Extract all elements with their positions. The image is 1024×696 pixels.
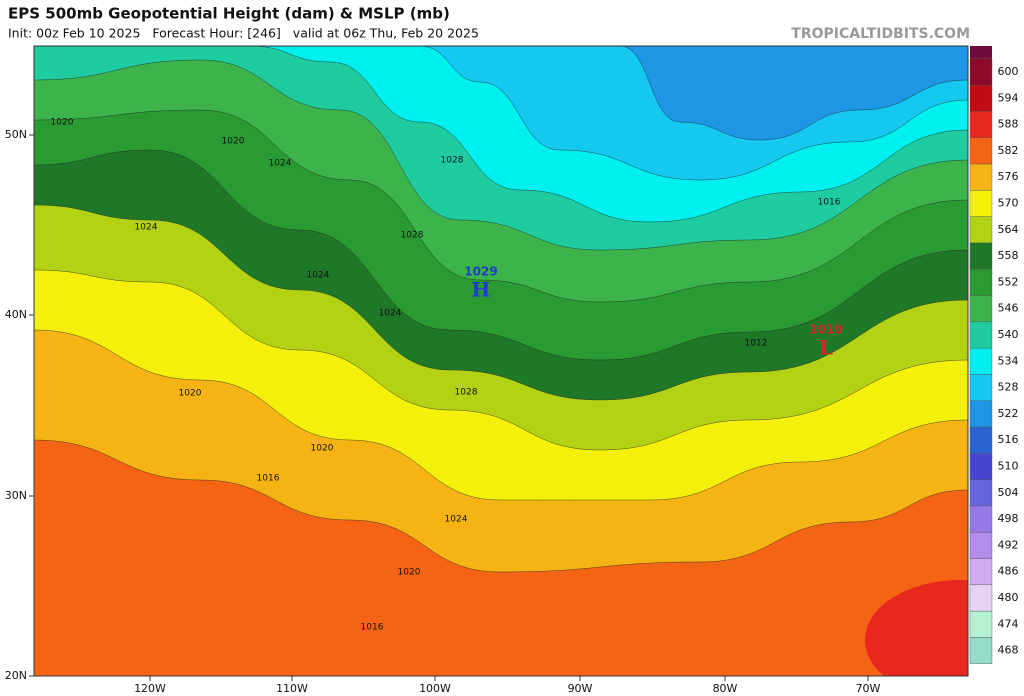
isobar-label: 1020 [179, 389, 202, 399]
colorbar-cell [969, 426, 993, 454]
isobar-label: 1024 [445, 515, 468, 525]
colorbar-cell [969, 479, 993, 507]
colorbar-cell [969, 295, 993, 323]
colorbar-label: 564 [998, 223, 1019, 236]
isobar-label: 1020 [398, 568, 421, 578]
isobar-label: 1012 [745, 339, 768, 349]
colorbar-label: 528 [998, 381, 1019, 394]
isobar-label: 1024 [269, 159, 292, 169]
colorbar-cap [970, 46, 992, 59]
lon-label: 80W [713, 682, 738, 695]
isobar-label: 1016 [257, 474, 280, 484]
colorbar-cell [969, 137, 993, 165]
pressure-center: L [819, 336, 833, 360]
colorbar-cell [969, 321, 993, 349]
lon-label: 70W [856, 682, 881, 695]
colorbar-label: 552 [998, 275, 1019, 288]
colorbar-cell [969, 374, 993, 401]
isobar-label: 1028 [441, 156, 464, 166]
colorbar-cell [969, 190, 993, 217]
isobar-label: 1028 [401, 231, 424, 241]
colorbar-label: 486 [998, 565, 1019, 578]
colorbar-cell [969, 610, 993, 638]
isobar-label: 1020 [311, 444, 334, 454]
colorbar-label: 510 [998, 460, 1019, 473]
colorbar-label: 480 [998, 591, 1019, 604]
pressure-value: 1010 [809, 323, 842, 337]
pressure-center: H [472, 278, 491, 302]
colorbar-cell [969, 163, 993, 191]
colorbar-cell [969, 400, 993, 428]
lon-label: 100W [419, 682, 451, 695]
isobar-label: 1024 [135, 223, 158, 233]
height-field [34, 46, 968, 676]
colorbar-cell [969, 216, 993, 244]
band [619, 46, 968, 141]
colorbar-label: 594 [998, 91, 1019, 104]
isobar-label: 1024 [307, 271, 330, 281]
colorbar-cell [969, 269, 993, 296]
colorbar-label: 570 [998, 197, 1019, 210]
colorbar-cell [969, 347, 993, 375]
colorbar-label: 468 [998, 644, 1019, 657]
isobar-label: 1016 [818, 198, 841, 208]
colorbar-label: 576 [998, 170, 1019, 183]
colorbar-cell [969, 532, 993, 559]
source: TROPICALTIDBITS.COM [791, 26, 970, 42]
colorbar-label: 516 [998, 433, 1019, 446]
lat-label: 30N [5, 489, 27, 502]
lat-label: 50N [5, 128, 27, 141]
lon-label: 120W [134, 682, 166, 695]
lon-label: 90W [568, 682, 593, 695]
colorbar-label: 498 [998, 512, 1019, 525]
isobar-label: 1028 [455, 388, 478, 398]
colorbar-cell [969, 111, 993, 138]
isobar-label: 1020 [222, 137, 245, 147]
colorbar-cell [969, 453, 993, 480]
colorbar-cell [969, 558, 993, 586]
colorbar-cell [969, 84, 993, 112]
isobar-label: 1024 [379, 309, 402, 319]
colorbar-label: 522 [998, 407, 1019, 420]
colorbar-label: 582 [998, 144, 1019, 157]
colorbar-cell [969, 584, 993, 612]
lon-label: 110W [276, 682, 308, 695]
colorbar-label: 546 [998, 302, 1019, 315]
subtitle: Init: 00z Feb 10 2025 Forecast Hour: [24… [8, 26, 479, 41]
colorbar-label: 474 [998, 617, 1019, 630]
isobar-label: 1020 [51, 118, 74, 128]
colorbar-cell [969, 58, 993, 86]
pressure-value: 1029 [464, 265, 497, 279]
colorbar-label: 540 [998, 328, 1019, 341]
colorbar-cell [969, 242, 993, 270]
isobar-label: 1016 [361, 623, 384, 633]
lat-label: 20N [5, 669, 27, 682]
lat-label: 40N [5, 308, 27, 321]
colorbar-label: 558 [998, 249, 1019, 262]
colorbar-label: 588 [998, 118, 1019, 131]
title: EPS 500mb Geopotential Height (dam) & MS… [8, 5, 450, 23]
colorbar-label: 600 [998, 65, 1019, 78]
colorbar-label: 504 [998, 486, 1019, 499]
colorbar-cell [969, 505, 993, 533]
band [865, 580, 968, 676]
colorbar-label: 492 [998, 538, 1019, 551]
colorbar-cell [969, 637, 993, 664]
map-frame [33, 45, 969, 677]
colorbar-label: 534 [998, 354, 1019, 367]
